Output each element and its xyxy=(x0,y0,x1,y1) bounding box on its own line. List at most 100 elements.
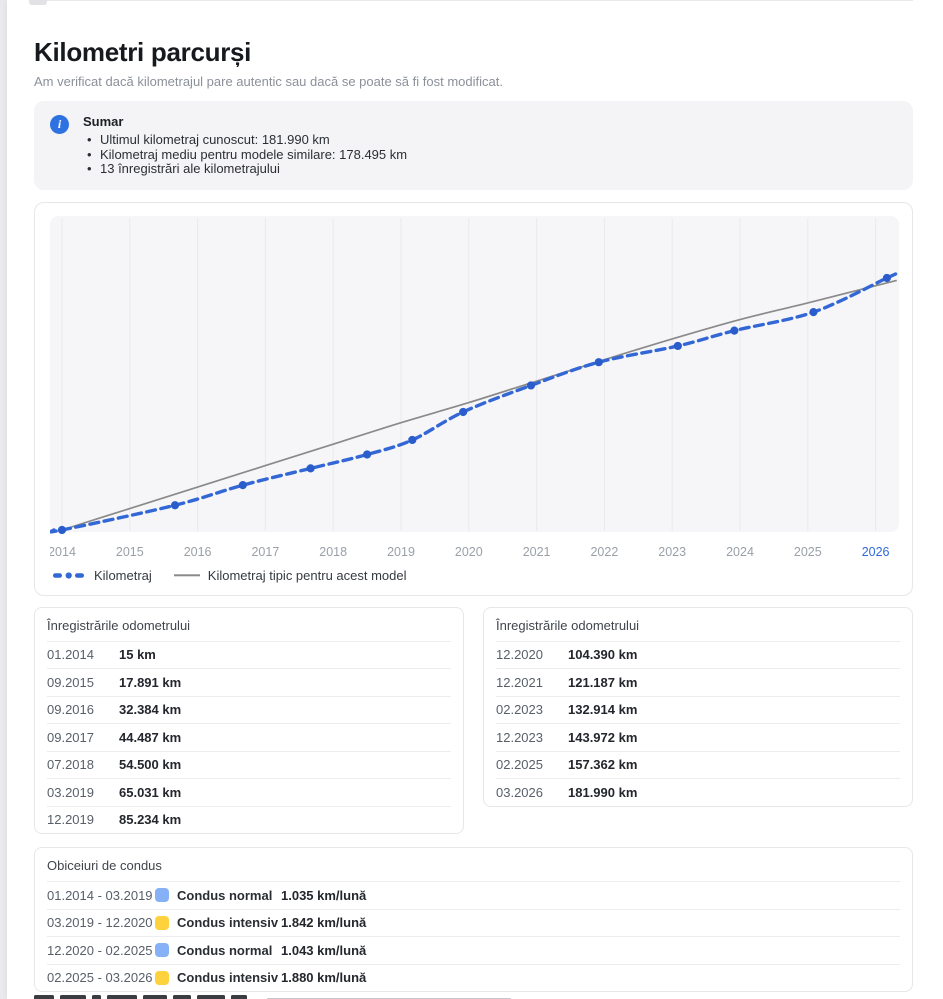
record-date: 02.2025 xyxy=(496,757,543,773)
habit-type: Condus intensiv xyxy=(177,970,279,986)
record-value: 44.487 km xyxy=(119,729,182,745)
x-tick-highlighted: 2026 xyxy=(862,545,890,559)
table-row: 09.2016 32.384 km xyxy=(47,695,451,724)
record-value: 104.390 km xyxy=(568,647,638,663)
habit-color-swatch-icon xyxy=(155,915,169,930)
record-date: 07.2018 xyxy=(47,757,94,773)
report-panel: Kilometri parcurși Am verificat dacă kil… xyxy=(7,0,943,999)
table-row: 03.2019 65.031 km xyxy=(47,778,451,806)
record-value: 181.990 km xyxy=(568,784,638,800)
x-tick: 2023 xyxy=(658,545,686,559)
habit-row: 02.2025 - 03.2026 Condus intensiv 1.880 km… xyxy=(47,963,900,992)
habit-color-swatch-icon xyxy=(155,970,169,985)
x-tick: 2018 xyxy=(319,545,347,559)
habit-period: 12.2020 - 02.2025 xyxy=(47,942,153,958)
habit-type: Condus intensiv xyxy=(177,915,279,931)
record-date: 12.2023 xyxy=(496,729,543,745)
record-date: 12.2019 xyxy=(47,812,94,828)
record-value: 143.972 km xyxy=(568,729,638,745)
record-date: 02.2023 xyxy=(496,702,543,718)
habit-color-swatch-icon xyxy=(155,888,169,903)
habits-body: 01.2014 - 03.2019 Condus normal 1.035 km/l… xyxy=(47,881,900,991)
mileage-chart-svg[interactable]: 2014 2015 2016 2017 2018 2019 2020 2021 2022 2023… xyxy=(50,215,899,564)
record-date: 09.2015 xyxy=(47,674,94,690)
table-row: 03.2026 181.990 km xyxy=(496,778,900,806)
table-body: 01.2014 15 km 09.2015 17.891 km 09.2016 32.38… xyxy=(47,640,451,834)
info-icon: i xyxy=(50,115,69,134)
dashed-line-legend-icon xyxy=(53,571,84,579)
record-value: 132.914 km xyxy=(568,702,638,718)
page-title: Kilometri parcurși xyxy=(34,37,252,67)
habit-type: Condus normal xyxy=(177,887,273,903)
table-row: 02.2023 132.914 km xyxy=(496,695,900,724)
record-value: 15 km xyxy=(119,647,156,663)
table-row: 09.2017 44.487 km xyxy=(47,723,451,751)
table-row: 01.2014 15 km xyxy=(47,640,451,669)
mileage-chart-card: 2014 2015 2016 2017 2018 2019 2020 2021 2022 2023… xyxy=(34,201,913,596)
record-date: 01.2014 xyxy=(47,647,94,663)
x-tick: 2019 xyxy=(387,545,415,559)
habit-period: 02.2025 - 03.2026 xyxy=(47,970,153,986)
habit-row: 03.2019 - 12.2020 Condus intensiv 1.842 km… xyxy=(47,908,900,937)
table-row: 02.2025 157.362 km xyxy=(496,750,900,779)
habit-type: Condus normal xyxy=(177,942,273,958)
habit-rate: 1.035 km/lună xyxy=(281,887,367,903)
summary-list: Ultimul kilometraj cunoscut: 181.990 kmK… xyxy=(83,132,407,177)
summary-card: i Sumar Ultimul kilometraj cunoscut: 181… xyxy=(34,101,913,190)
habit-rate: 1.842 km/lună xyxy=(281,915,367,931)
summary-item: Ultimul kilometraj cunoscut: 181.990 km xyxy=(83,132,407,148)
x-tick: 2015 xyxy=(116,545,144,559)
record-value: 54.500 km xyxy=(119,757,182,773)
record-value: 85.234 km xyxy=(119,812,182,828)
x-tick: 2014 xyxy=(50,545,76,559)
habit-row: 12.2020 - 02.2025 Condus normal 1.043 km/l… xyxy=(47,936,900,964)
table-header: Înregistrările odometrului xyxy=(496,617,640,633)
odometer-tables: Înregistrările odometrului 01.2014 15 km 0… xyxy=(34,606,913,834)
table-row: 12.2023 143.972 km xyxy=(496,723,900,751)
driving-habits-card: Obiceiuri de condus 01.2014 - 03.2019 Con… xyxy=(34,847,913,992)
legend-item-typical[interactable]: Kilometraj tipic pentru acest model xyxy=(173,567,407,583)
x-tick: 2020 xyxy=(455,545,483,559)
clipped-text-fragment-top xyxy=(29,0,47,5)
record-value: 157.362 km xyxy=(568,757,638,773)
table-row: 12.2019 85.234 km xyxy=(47,805,451,834)
x-tick: 2022 xyxy=(590,545,618,559)
record-value: 17.891 km xyxy=(119,674,182,690)
table-header: Înregistrările odometrului xyxy=(47,617,191,633)
record-date: 12.2020 xyxy=(496,647,543,663)
habit-row: 01.2014 - 03.2019 Condus normal 1.035 km/l… xyxy=(47,881,900,909)
record-date: 09.2016 xyxy=(47,702,94,718)
page-subtitle: Am verificat dacă kilometrajul pare aute… xyxy=(34,74,503,89)
habit-period: 03.2019 - 12.2020 xyxy=(47,915,153,931)
section-divider xyxy=(34,0,913,23)
habit-period: 01.2014 - 03.2019 xyxy=(47,887,153,903)
chart-legend: Kilometraj Kilometraj tipic pentru acest… xyxy=(52,568,897,583)
solid-line-legend-icon xyxy=(173,573,200,576)
legend-item-kilometraj[interactable]: Kilometraj xyxy=(52,568,152,583)
record-date: 03.2019 xyxy=(47,784,94,800)
table-header: Obiceiuri de condus xyxy=(47,858,162,873)
table-row: 12.2020 104.390 km xyxy=(496,640,900,669)
habit-color-swatch-icon xyxy=(155,943,169,958)
habit-rate: 1.043 km/lună xyxy=(281,942,367,958)
record-value: 32.384 km xyxy=(119,702,182,718)
habit-rate: 1.880 km/lună xyxy=(281,970,367,986)
legend-label: Kilometraj tipic pentru acest model xyxy=(207,567,407,583)
x-tick: 2024 xyxy=(726,545,754,559)
record-date: 03.2026 xyxy=(496,784,543,800)
legend-label: Kilometraj xyxy=(94,567,152,583)
record-value: 121.187 km xyxy=(568,674,638,690)
summary-title: Sumar xyxy=(83,114,124,129)
x-tick: 2017 xyxy=(251,545,279,559)
table-body: 12.2020 104.390 km 12.2021 121.187 km 02.202… xyxy=(496,640,900,806)
summary-item: 13 înregistrări ale kilometrajului xyxy=(83,161,407,177)
x-tick: 2021 xyxy=(523,545,551,559)
x-tick: 2025 xyxy=(794,545,822,559)
x-tick: 2016 xyxy=(184,545,212,559)
odometer-table-card-1: Înregistrările odometrului 01.2014 15 km 0… xyxy=(34,606,464,834)
table-row: 09.2015 17.891 km xyxy=(47,668,451,696)
record-date: 12.2021 xyxy=(496,674,543,690)
clipped-next-section-heading xyxy=(34,995,913,999)
table-row: 12.2021 121.187 km xyxy=(496,668,900,696)
table-row: 07.2018 54.500 km xyxy=(47,750,451,779)
